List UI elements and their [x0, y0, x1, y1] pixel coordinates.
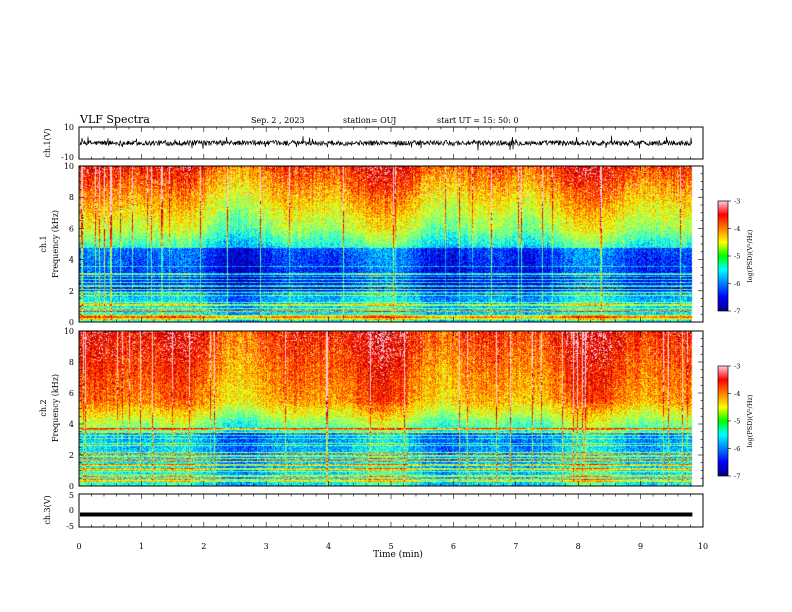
ch2-spec-ylabel-line1: ch.2 [39, 399, 48, 416]
colorbar-tick-label: -5 [734, 253, 740, 261]
ch3-waveform-panel: 5 0 -5 ch.3(V) [43, 491, 704, 531]
x-tick-label: 8 [576, 542, 581, 551]
colorbar-tick-label: -4 [734, 225, 740, 233]
colorbar-tick-label: -4 [734, 390, 740, 398]
y-tick-label: 8 [69, 193, 74, 202]
y-tick-label: 0 [69, 482, 74, 491]
x-tick-label: 7 [513, 542, 518, 551]
colorbar-tick-label: -5 [734, 418, 740, 426]
ch1-colorbar-label: log(PSD)(V²/Hz) [746, 229, 754, 282]
y-tick-label: 4 [69, 256, 74, 265]
x-axis-tick-labels: 0 1 2 3 4 5 6 7 8 9 10 [76, 542, 708, 551]
colorbar-tick-label: -7 [734, 473, 740, 481]
ch3-ytick-bottom: -5 [66, 522, 74, 531]
y-tick-label: 4 [69, 420, 74, 429]
ch2-colorbar-label: log(PSD)(V²/Hz) [746, 394, 754, 447]
x-tick-label: 9 [638, 542, 643, 551]
ch2-spectrogram-image [79, 331, 703, 486]
figure-title: VLF Spectra [79, 113, 150, 126]
y-tick-label: 8 [69, 358, 74, 367]
ch1-spec-ylabel-line2: Frequency (kHz) [51, 210, 60, 278]
x-tick-label: 4 [326, 542, 331, 551]
y-tick-label: 2 [69, 287, 74, 296]
ch3-waveform-ylabel: ch.3(V) [43, 495, 52, 524]
ch1-waveform-panel: 10 -10 ch.1(V) [43, 123, 704, 162]
y-tick-label: 6 [69, 224, 74, 233]
ch3-ytick-mid: 0 [69, 506, 74, 515]
colorbar-tick-label: -6 [734, 280, 740, 288]
date-label: Sep. 2 , 2023 [251, 116, 305, 125]
colorbar-tick-label: -6 [734, 445, 740, 453]
colorbar-tick-label: -7 [734, 308, 740, 316]
x-axis-label: Time (min) [373, 549, 423, 560]
colorbar-tick-label: -3 [734, 363, 740, 371]
ch1-spectrogram-image [79, 166, 703, 322]
x-tick-label: 2 [201, 542, 206, 551]
ch1-waveform-ylabel: ch.1(V) [43, 128, 52, 157]
ch2-spec-ylabel-line2: Frequency (kHz) [51, 374, 60, 442]
y-tick-label: 2 [69, 451, 74, 460]
x-tick-label: 5 [388, 542, 393, 551]
station-label: station= OUJ [343, 116, 396, 125]
ch1-spec-ylabel-line1: ch.1 [39, 235, 48, 252]
y-tick-label: 0 [69, 318, 74, 327]
x-tick-label: 3 [264, 542, 269, 551]
y-tick-label: 6 [69, 389, 74, 398]
ch1-waveform-trace [79, 135, 693, 151]
x-tick-label: 6 [451, 542, 456, 551]
colorbar-tick-label: -3 [734, 198, 740, 206]
x-tick-label: 1 [139, 542, 144, 551]
ch3-ytick-top: 5 [69, 491, 74, 500]
y-tick-label: 10 [64, 162, 74, 171]
ch1-ytick-top: 10 [64, 123, 74, 132]
start-time-label: start UT = 15: 50: 0 [437, 116, 518, 125]
x-tick-label: 10 [698, 542, 708, 551]
ch2-colorbar [717, 365, 729, 477]
x-tick-label: 0 [76, 542, 81, 551]
ch1-colorbar [717, 200, 729, 312]
ch1-ytick-bottom: -10 [61, 153, 74, 162]
y-tick-label: 10 [64, 327, 74, 336]
